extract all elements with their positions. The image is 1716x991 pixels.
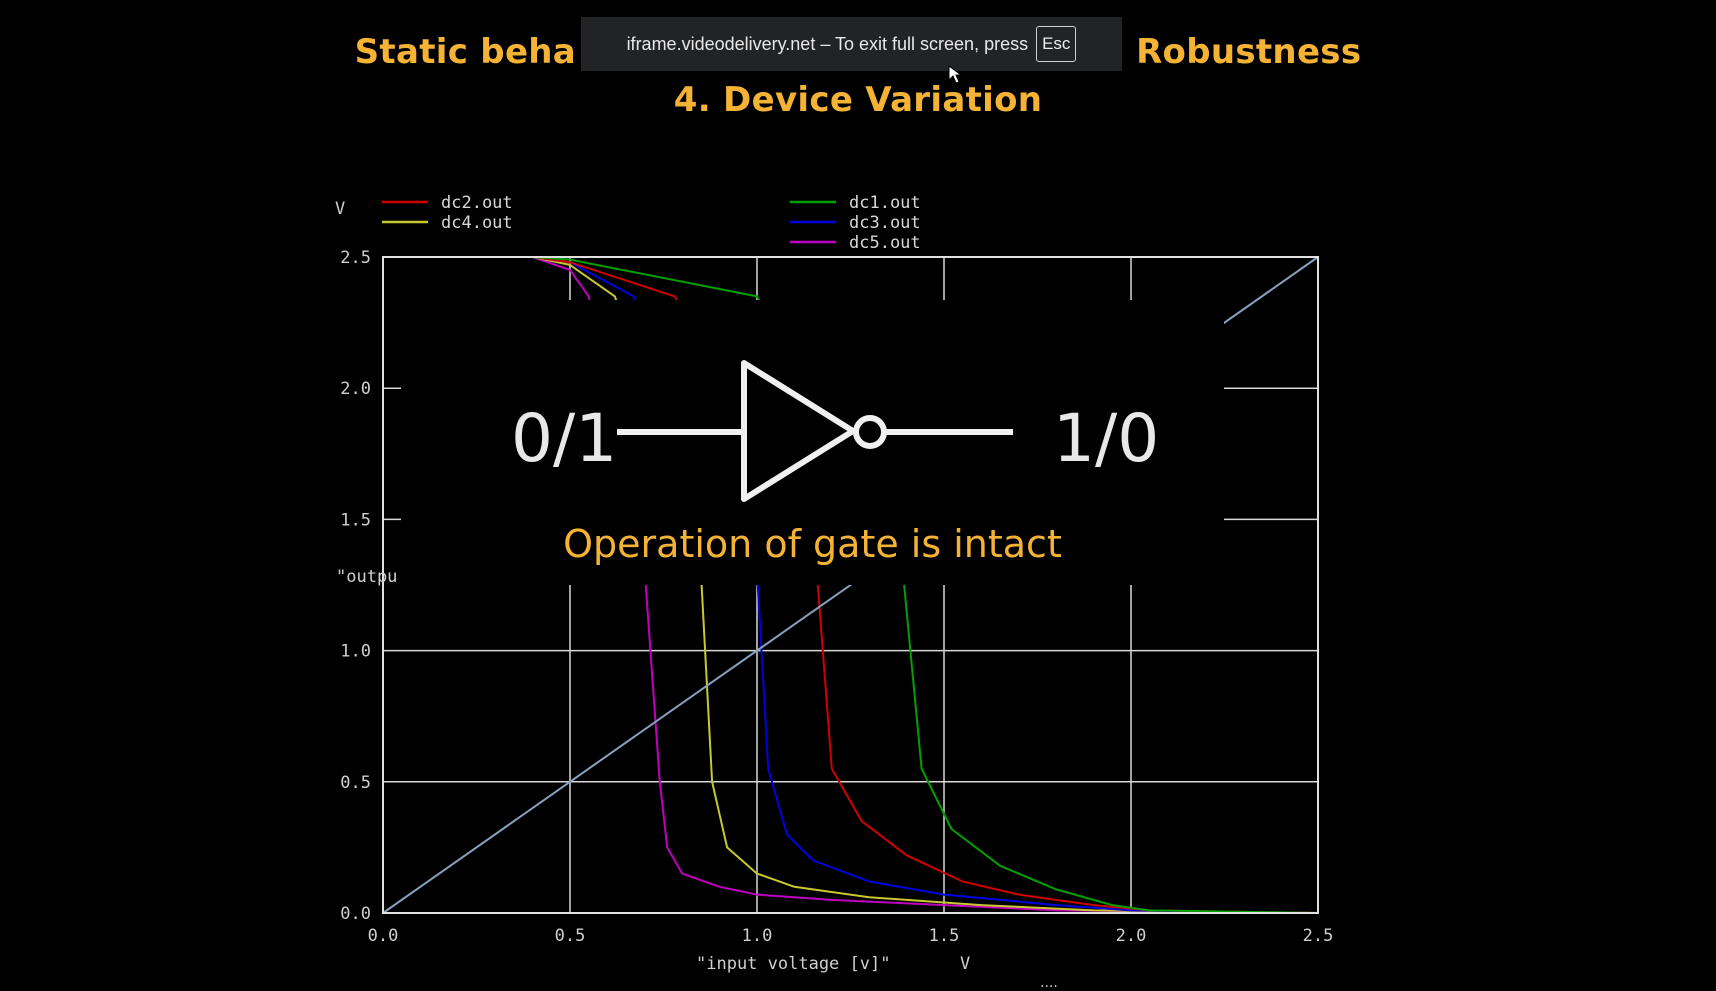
legend-label-0: dc2.out — [441, 193, 513, 213]
chart-axes — [382, 256, 1319, 914]
y-tick-label-0: 0.0 — [340, 904, 371, 924]
y-tick-label-1: 0.5 — [340, 773, 371, 793]
bottom-clipped-text: .... — [1040, 975, 1058, 991]
y-tick-label-4: 2.0 — [340, 379, 371, 399]
legend-label-1: dc4.out — [441, 213, 513, 233]
x-tick-label-0: 0.0 — [368, 926, 399, 946]
slide-subtitle: 4. Device Variation — [673, 80, 1043, 120]
x-axis-label: "input voltage [v]" — [696, 954, 890, 974]
slide-title-left: Static beha — [354, 32, 577, 72]
x-tick-label-5: 2.5 — [1303, 926, 1334, 946]
chart-tick-labels: 0.0 0.5 1.0 1.5 2.0 2.5 0.0 0.5 1.0 1.5 2.0 2.5 — [340, 248, 1333, 946]
fullscreen-banner-text: iframe.videodelivery.net – To exit full … — [626, 33, 1029, 54]
inverter-gate-icon — [617, 360, 1013, 502]
legend-item-dc4-out: dc4.out — [382, 213, 513, 233]
legend-item-dc3-out: dc3.out — [790, 213, 921, 233]
gate-input-label: 0/1 — [511, 400, 618, 477]
legend-item-dc1-out: dc1.out — [790, 193, 921, 213]
y-axis-unit: V — [335, 199, 345, 219]
fullscreen-banner: iframe.videodelivery.net – To exit full … — [581, 17, 1122, 71]
inverter-overlay: 0/1 1/0 Operation of gate is intact — [401, 300, 1224, 585]
series-dc2-out — [383, 256, 1319, 914]
slide-title: Static beha Robustness — [0, 32, 1716, 72]
legend-item-dc2-out: dc2.out — [382, 193, 513, 213]
legend-label-3: dc3.out — [849, 213, 921, 233]
y-tick-label-3: 1.5 — [340, 510, 371, 530]
legend-label-2: dc1.out — [849, 193, 921, 213]
y-axis-label: "outpu — [336, 567, 397, 587]
x-tick-label-3: 1.5 — [929, 926, 960, 946]
slide-title-right: Robustness — [1136, 32, 1362, 72]
esc-key-hint[interactable]: Esc — [1036, 26, 1077, 62]
gate-caption: Operation of gate is intact — [563, 522, 1062, 566]
chart-curves — [382, 256, 1319, 914]
x-axis-unit: V — [960, 954, 970, 974]
series-dc4-out — [383, 256, 1319, 914]
y-tick-label-5: 2.5 — [340, 248, 371, 268]
x-tick-label-4: 2.0 — [1116, 926, 1147, 946]
legend-label-4: dc5.out — [849, 233, 921, 253]
plot-frame — [382, 256, 1319, 914]
x-tick-label-1: 0.5 — [555, 926, 586, 946]
y-tick-label-2: 1.0 — [340, 642, 371, 662]
series-dc1-out — [383, 256, 1319, 914]
series-dc5-out — [383, 256, 1319, 914]
legend-item-dc5-out: dc5.out — [790, 233, 921, 253]
x-tick-label-2: 1.0 — [742, 926, 773, 946]
mouse-cursor-icon — [948, 65, 963, 84]
gate-output-label: 1/0 — [1053, 400, 1160, 477]
